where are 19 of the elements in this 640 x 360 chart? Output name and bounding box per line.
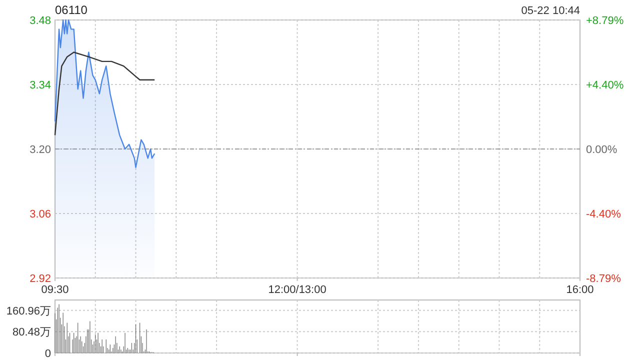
y-tick-label: 160.96万 [6,305,51,318]
x-tick-label: 16:00 [566,284,594,296]
y2-tick-label: 0.00% [586,144,618,156]
y2-tick-label: +4.40% [586,79,624,92]
chart-subtitle: 05-22 10:44 [521,5,580,17]
y-tick-label: 3.34 [30,80,51,92]
chart-title: 06110 [55,3,88,17]
x-tick-label: 09:30 [41,284,69,296]
y-tick-label: 3.06 [30,208,51,220]
y2-tick-label: +8.79% [586,15,624,27]
y-tick-label: 3.48 [30,15,51,27]
y2-tick-label: -8.79% [586,273,622,285]
y-tick-label: 0 [44,348,51,360]
y-tick-label: 80.48万 [12,326,51,339]
x-tick-label: 12:00/13:00 [268,284,326,296]
y-tick-label: 3.20 [30,144,51,156]
y2-tick-label: -4.40% [586,208,622,221]
y-tick-label: 2.92 [30,273,51,285]
line-series [54,52,156,136]
